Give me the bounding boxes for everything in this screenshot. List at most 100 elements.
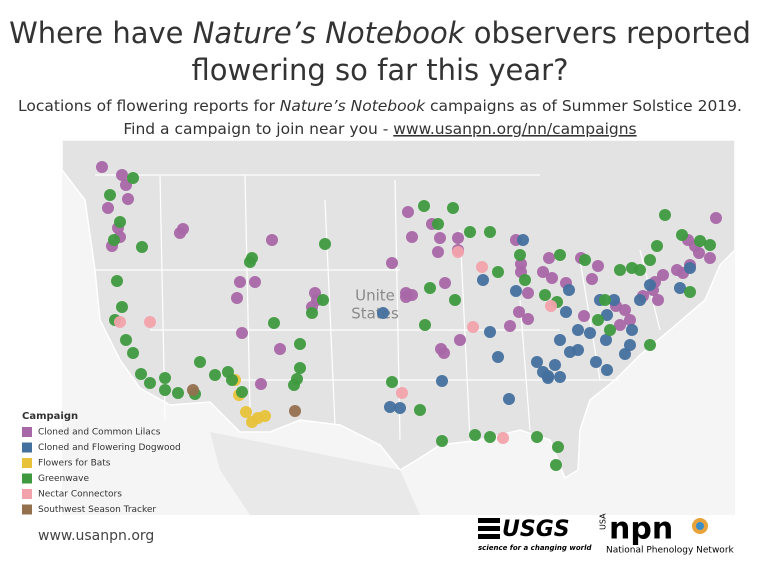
report-dot [116, 169, 128, 181]
usgs-name: USGS [502, 517, 570, 542]
report-dot [127, 172, 139, 184]
report-dot [116, 301, 128, 313]
report-dot [319, 238, 331, 250]
report-dot [644, 254, 656, 266]
report-dot [436, 435, 448, 447]
report-dot [651, 240, 663, 252]
land [61, 139, 736, 480]
report-dot [236, 386, 248, 398]
report-dot [111, 275, 123, 287]
subtitle-line: Find a campaign to join near you - www.u… [123, 120, 636, 138]
usgs-logo: USGS science for a changing world [478, 517, 592, 552]
report-dot [274, 343, 286, 355]
legend-swatch [22, 458, 32, 468]
report-dot [236, 327, 248, 339]
report-dot [294, 362, 306, 374]
legend: Campaign Cloned and Common Lilacs Cloned … [22, 411, 181, 515]
report-dot [694, 235, 706, 247]
report-dot [484, 226, 496, 238]
report-dot [234, 276, 246, 288]
report-dot [127, 347, 139, 359]
usgs-mark [478, 518, 500, 539]
report-dot [657, 269, 669, 281]
report-dot [514, 249, 526, 261]
report-dot [634, 264, 646, 276]
legend-label: Nectar Connectors [38, 490, 122, 500]
report-dot [644, 279, 656, 291]
report-dot [578, 310, 590, 322]
report-dot [584, 327, 596, 339]
report-dot [704, 252, 716, 264]
report-dot [550, 459, 562, 471]
npn-name: npn [609, 512, 673, 547]
report-dot [684, 286, 696, 298]
report-dot [414, 404, 426, 416]
report-dot [572, 344, 584, 356]
report-dot [406, 231, 418, 243]
report-dot [452, 246, 464, 258]
report-dot [102, 202, 114, 214]
report-dot [510, 285, 522, 297]
report-dot [710, 212, 722, 224]
report-dot [432, 246, 444, 258]
legend-label: Cloned and Flowering Dogwood [38, 443, 181, 453]
report-dot [306, 307, 318, 319]
legend-swatch [22, 504, 32, 515]
report-dot [159, 372, 171, 384]
report-dot [492, 266, 504, 278]
report-dot [406, 289, 418, 301]
legend-title: Campaign [22, 411, 78, 422]
report-dot [619, 304, 631, 316]
report-dot [174, 227, 186, 239]
report-dot [96, 161, 108, 173]
report-dot [135, 368, 147, 380]
report-dot [259, 410, 271, 422]
report-dot [586, 273, 598, 285]
report-dot [439, 277, 451, 289]
report-dot [108, 234, 120, 246]
report-dot [144, 316, 156, 328]
report-dot [600, 334, 612, 346]
report-dot [384, 401, 396, 413]
report-dot [469, 429, 481, 441]
legend-swatch [22, 473, 32, 484]
title: Where have Nature’s Notebook observers r… [9, 16, 751, 50]
report-dot [449, 294, 461, 306]
report-dot [619, 348, 631, 360]
report-dot [194, 356, 206, 368]
report-dot [424, 282, 436, 294]
legend-label: Southwest Season Tracker [38, 505, 156, 515]
report-dot [386, 376, 398, 388]
report-dot [599, 294, 611, 306]
report-dot [537, 266, 549, 278]
report-dot [626, 324, 638, 336]
report-dot [484, 431, 496, 443]
report-dot [419, 319, 431, 331]
npn-icon [696, 522, 704, 530]
report-dot [659, 209, 671, 221]
report-dot [377, 307, 389, 319]
report-dot [452, 232, 464, 244]
report-dot [674, 282, 686, 294]
report-dot [531, 431, 543, 443]
report-dot [497, 432, 509, 444]
report-dot [104, 189, 116, 201]
subtitle: Locations of flowering reports for Natur… [18, 97, 742, 115]
report-dot [503, 393, 515, 405]
report-dot [554, 334, 566, 346]
usgs-tagline: science for a changing world [478, 544, 592, 552]
report-dot [144, 377, 156, 389]
report-dot [517, 234, 529, 246]
map: Unite States Campaign Cloned and Common … [22, 139, 736, 515]
report-dot [644, 339, 656, 351]
report-dot [418, 200, 430, 212]
report-dot [317, 294, 329, 306]
report-dot [549, 359, 561, 371]
report-dot [554, 371, 566, 383]
npn-logo: USA npn National Phenology Network [599, 512, 735, 556]
report-dot [522, 287, 534, 299]
report-dot [704, 239, 716, 251]
report-dot [467, 321, 479, 333]
report-dot [604, 324, 616, 336]
report-dot [563, 284, 575, 296]
